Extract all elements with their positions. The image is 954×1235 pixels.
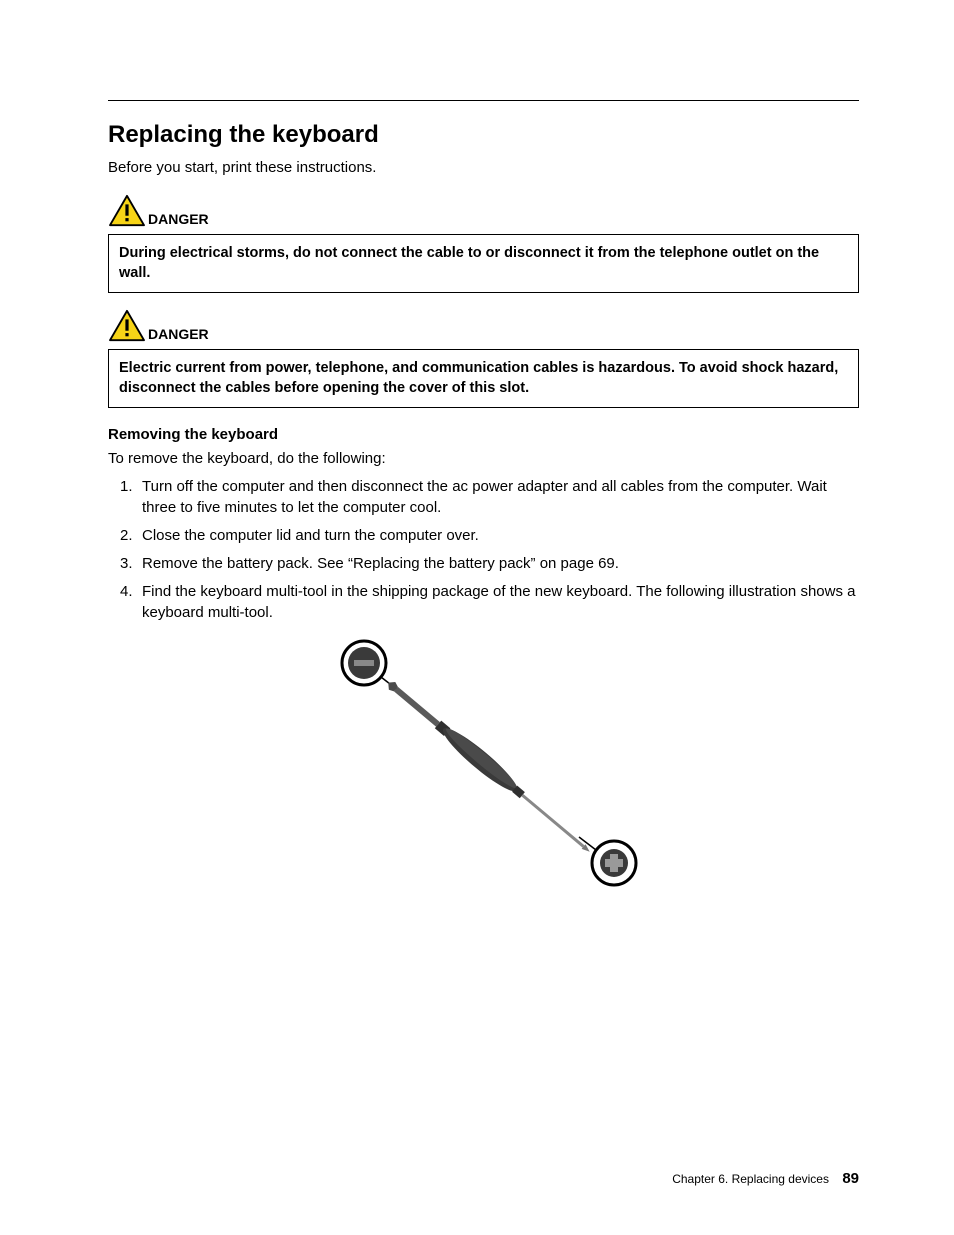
- danger-box-1: During electrical storms, do not connect…: [108, 234, 859, 293]
- step-item: Find the keyboard multi-tool in the ship…: [142, 582, 859, 623]
- step-item: Turn off the computer and then disconnec…: [142, 477, 859, 518]
- footer-chapter: Chapter 6. Replacing devices: [672, 1172, 829, 1186]
- lead-text: To remove the keyboard, do the following…: [108, 450, 859, 467]
- page-footer: Chapter 6. Replacing devices 89: [672, 1170, 859, 1187]
- horizontal-rule: [108, 100, 859, 101]
- intro-text: Before you start, print these instructio…: [108, 159, 859, 176]
- removing-subhead: Removing the keyboard: [108, 426, 859, 443]
- danger-label-1: DANGER: [148, 211, 209, 228]
- danger-triangle-icon: [108, 194, 146, 228]
- step-item: Close the computer lid and turn the comp…: [142, 526, 859, 546]
- danger-header-1: DANGER: [108, 194, 859, 228]
- danger-triangle-icon: [108, 309, 146, 343]
- danger-label-2: DANGER: [148, 326, 209, 343]
- footer-page-number: 89: [842, 1170, 859, 1187]
- danger-header-2: DANGER: [108, 309, 859, 343]
- step-item: Remove the battery pack. See “Replacing …: [142, 554, 859, 574]
- steps-list: Turn off the computer and then disconnec…: [108, 477, 859, 623]
- danger-box-2: Electric current from power, telephone, …: [108, 349, 859, 408]
- multitool-illustration: [319, 633, 649, 913]
- section-title: Replacing the keyboard: [108, 121, 859, 149]
